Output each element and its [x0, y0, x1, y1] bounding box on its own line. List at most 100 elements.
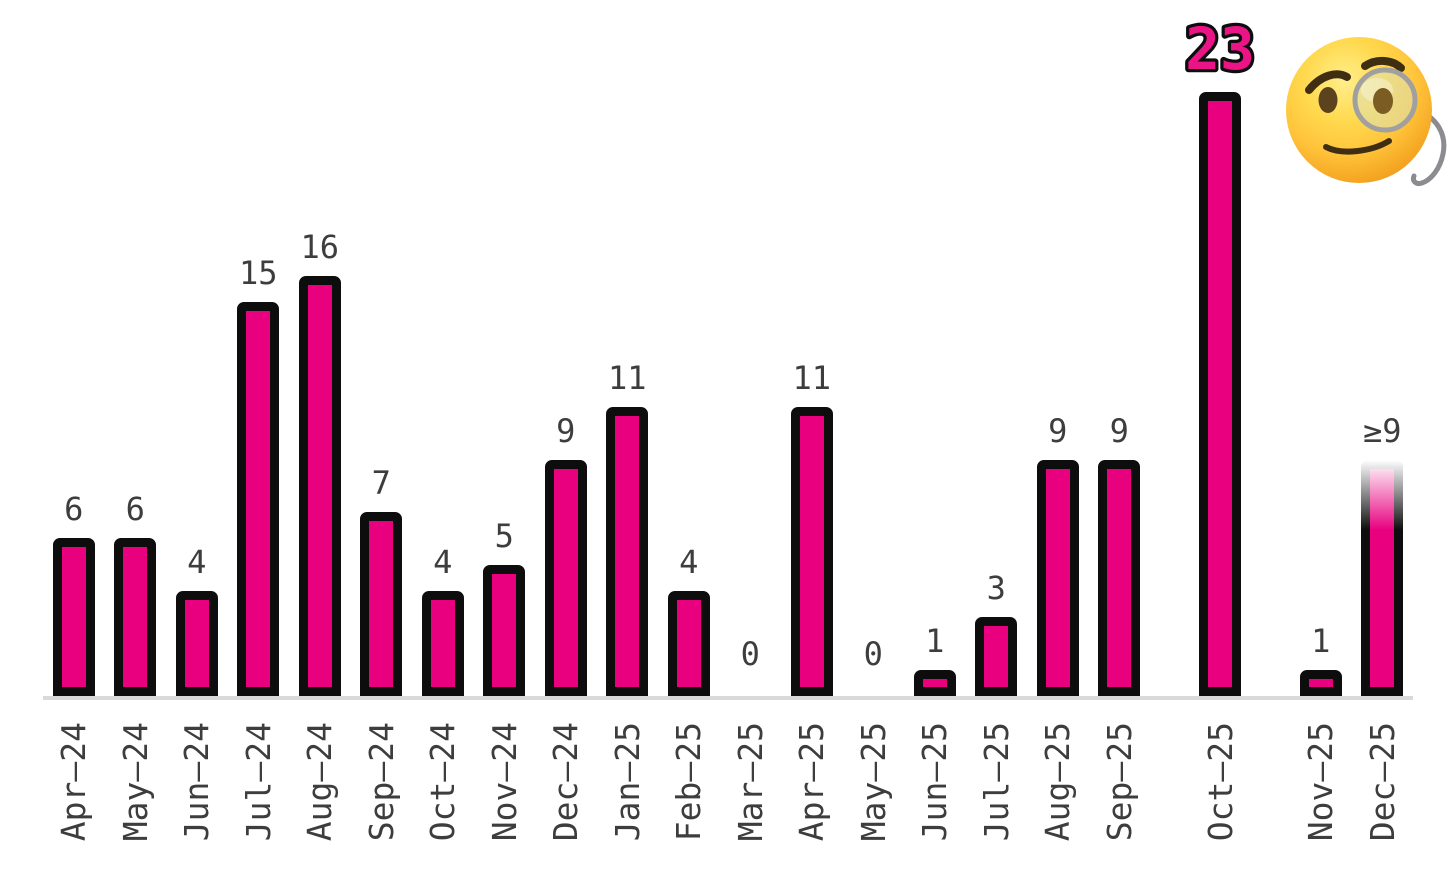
x-axis-label: Sep–25 [1099, 722, 1139, 842]
mouth [1323, 138, 1392, 155]
bar [544, 460, 587, 696]
bar-value-label: 9 [1048, 411, 1068, 450]
x-axis-label-zone: Mar–25 [731, 696, 770, 872]
bar [360, 512, 403, 696]
bar [237, 302, 280, 696]
bar [1199, 92, 1241, 696]
bar-column: 3 Jul–25 [966, 0, 1028, 872]
bar-column: 9 Sep–25 [1089, 0, 1151, 872]
bar-column: 4 Feb–25 [658, 0, 720, 872]
left-eye [1318, 87, 1338, 113]
bar [52, 538, 95, 696]
x-axis-label-zone: Oct–25 [1201, 696, 1240, 872]
bar-column: 15 Jul–24 [228, 0, 290, 872]
bar-value-label: 1 [1311, 621, 1331, 660]
bar-value-label: 0 [740, 634, 760, 673]
x-axis-label: Oct–25 [1200, 722, 1240, 842]
bar [667, 591, 710, 696]
x-axis-label-zone: Feb–25 [669, 696, 708, 872]
x-axis-label-zone: Aug–25 [1038, 696, 1077, 872]
x-axis-label: Dec–24 [546, 722, 586, 842]
bar-column: 16 Aug–24 [289, 0, 351, 872]
bar-column: 9 Aug–25 [1027, 0, 1089, 872]
x-axis-label-zone: Jul–24 [239, 696, 278, 872]
x-axis-line [43, 696, 1413, 700]
x-axis-label: Dec–25 [1362, 722, 1402, 842]
face-with-monocle-emoji [1281, 30, 1456, 200]
bar [175, 591, 218, 696]
bar-column: 9 Dec–24 [535, 0, 597, 872]
x-axis-label: Apr–25 [792, 722, 832, 842]
x-axis-label-zone: Sep–25 [1100, 696, 1139, 872]
bar-column: 11 Apr–25 [781, 0, 843, 872]
right-eye [1373, 88, 1393, 114]
bar [421, 591, 464, 696]
bar-column: 0 May–25 [843, 0, 905, 872]
x-axis-label: Jul–24 [238, 722, 278, 842]
bar [913, 670, 956, 696]
x-axis-label-zone: Sep–24 [362, 696, 401, 872]
x-axis-label: Nov–25 [1301, 722, 1341, 842]
bar-value-label: 3 [986, 568, 1006, 607]
x-axis-label-zone: Dec–25 [1363, 696, 1402, 872]
bar-column: 6 May–24 [105, 0, 167, 872]
bar-value-label: ≥9 [1362, 411, 1402, 450]
bar-value-label: 23 [1150, 17, 1290, 81]
x-axis-label: May–24 [115, 722, 155, 842]
bar [1036, 460, 1079, 696]
x-axis-label-zone: Jun–24 [177, 696, 216, 872]
x-axis-label-zone: Jan–25 [608, 696, 647, 872]
bar [483, 565, 526, 696]
x-axis-label: Jan–25 [607, 722, 647, 842]
x-axis-label-zone: May–24 [116, 696, 155, 872]
x-axis-label: Mar–25 [730, 722, 770, 842]
x-axis-label-zone: Aug–24 [300, 696, 339, 872]
x-axis-label: Apr–24 [54, 722, 94, 842]
bar [114, 538, 157, 696]
x-axis-label: Nov–24 [484, 722, 524, 842]
bar [1098, 460, 1141, 696]
bar-column: 4 Oct–24 [412, 0, 474, 872]
plot-area: 6 Apr–24 6 May–24 4 Jun–24 15 Jul–24 16 Aug–24 7 Se… [43, 0, 1413, 872]
left-eyebrow [1305, 70, 1351, 94]
bar-value-label: 6 [125, 489, 145, 528]
bar-column: 7 Sep–24 [351, 0, 413, 872]
bar-column: 1 Jun–25 [904, 0, 966, 872]
bar-column: ≥9 Dec–25 [1352, 0, 1414, 872]
bar-value-label: 9 [1109, 411, 1129, 450]
right-eyebrow [1361, 57, 1405, 72]
x-axis-label-zone: Dec–24 [546, 696, 585, 872]
x-axis-label-zone: Jul–25 [977, 696, 1016, 872]
bar [606, 407, 649, 696]
bar [1299, 670, 1342, 696]
x-axis-label-zone: Apr–24 [54, 696, 93, 872]
x-axis-label-zone: Nov–25 [1301, 696, 1340, 872]
bar-value-label: 11 [607, 358, 647, 397]
bar [790, 407, 833, 696]
x-axis-label: Aug–25 [1038, 722, 1078, 842]
bar-column: 5 Nov–24 [474, 0, 536, 872]
bar-column: 23 Oct–25 [1150, 0, 1290, 872]
bar-value-label: 5 [494, 516, 514, 555]
bar-value-label: 9 [556, 411, 576, 450]
bar-value-label: 15 [238, 253, 278, 292]
bar-value-label: 11 [792, 358, 832, 397]
monocle-chain [1411, 105, 1447, 186]
bar-value-label: 4 [433, 542, 453, 581]
bar [975, 617, 1018, 696]
x-axis-label: Jun–24 [177, 722, 217, 842]
bar-column: 1 Nov–25 [1290, 0, 1352, 872]
x-axis-label-zone: Nov–24 [485, 696, 524, 872]
x-axis-label-zone: May–25 [854, 696, 893, 872]
bar [298, 276, 341, 696]
x-axis-label: Feb–25 [669, 722, 709, 842]
x-axis-label: Oct–24 [423, 722, 463, 842]
bar-value-label: 1 [925, 621, 945, 660]
bar-column: 11 Jan–25 [597, 0, 659, 872]
bar-value-label: 6 [64, 489, 84, 528]
x-axis-label: May–25 [853, 722, 893, 842]
x-axis-label-zone: Oct–24 [423, 696, 462, 872]
bar-column: 0 Mar–25 [720, 0, 782, 872]
monocle-rim [1352, 67, 1418, 133]
